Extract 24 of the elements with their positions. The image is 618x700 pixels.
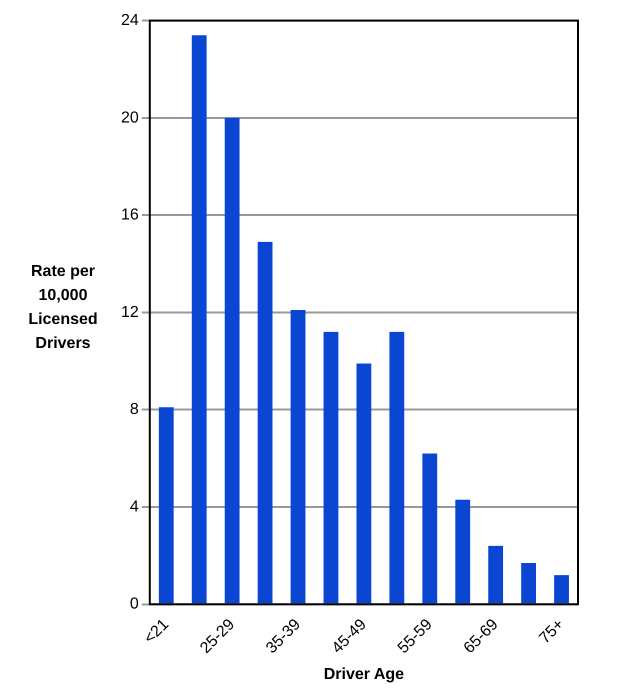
bar (488, 546, 504, 604)
bar (290, 310, 306, 604)
y-tick-label: 8 (130, 401, 139, 418)
y-axis-title: Rate per 10,000 Licensed Drivers (27, 262, 99, 354)
bar (554, 575, 569, 604)
y-tick-label: 24 (121, 12, 139, 30)
bar (389, 332, 404, 604)
y-tick-label: 12 (121, 304, 139, 321)
bar (521, 562, 536, 604)
y-tick-label: 20 (121, 109, 139, 126)
y-tick-label: 16 (121, 206, 139, 224)
y-tick-label: 0 (130, 596, 139, 613)
bar (158, 407, 174, 604)
bar (324, 332, 338, 604)
bar (224, 118, 240, 604)
x-tick-label: <21 (141, 616, 172, 648)
bar (258, 242, 272, 604)
x-axis-title: Driver Age (324, 666, 404, 683)
bar (192, 35, 207, 604)
x-tick-label: 75+ (536, 616, 568, 648)
y-tick-label: 4 (130, 498, 139, 516)
bar (455, 500, 470, 604)
bar (422, 454, 438, 604)
bar (356, 364, 372, 604)
